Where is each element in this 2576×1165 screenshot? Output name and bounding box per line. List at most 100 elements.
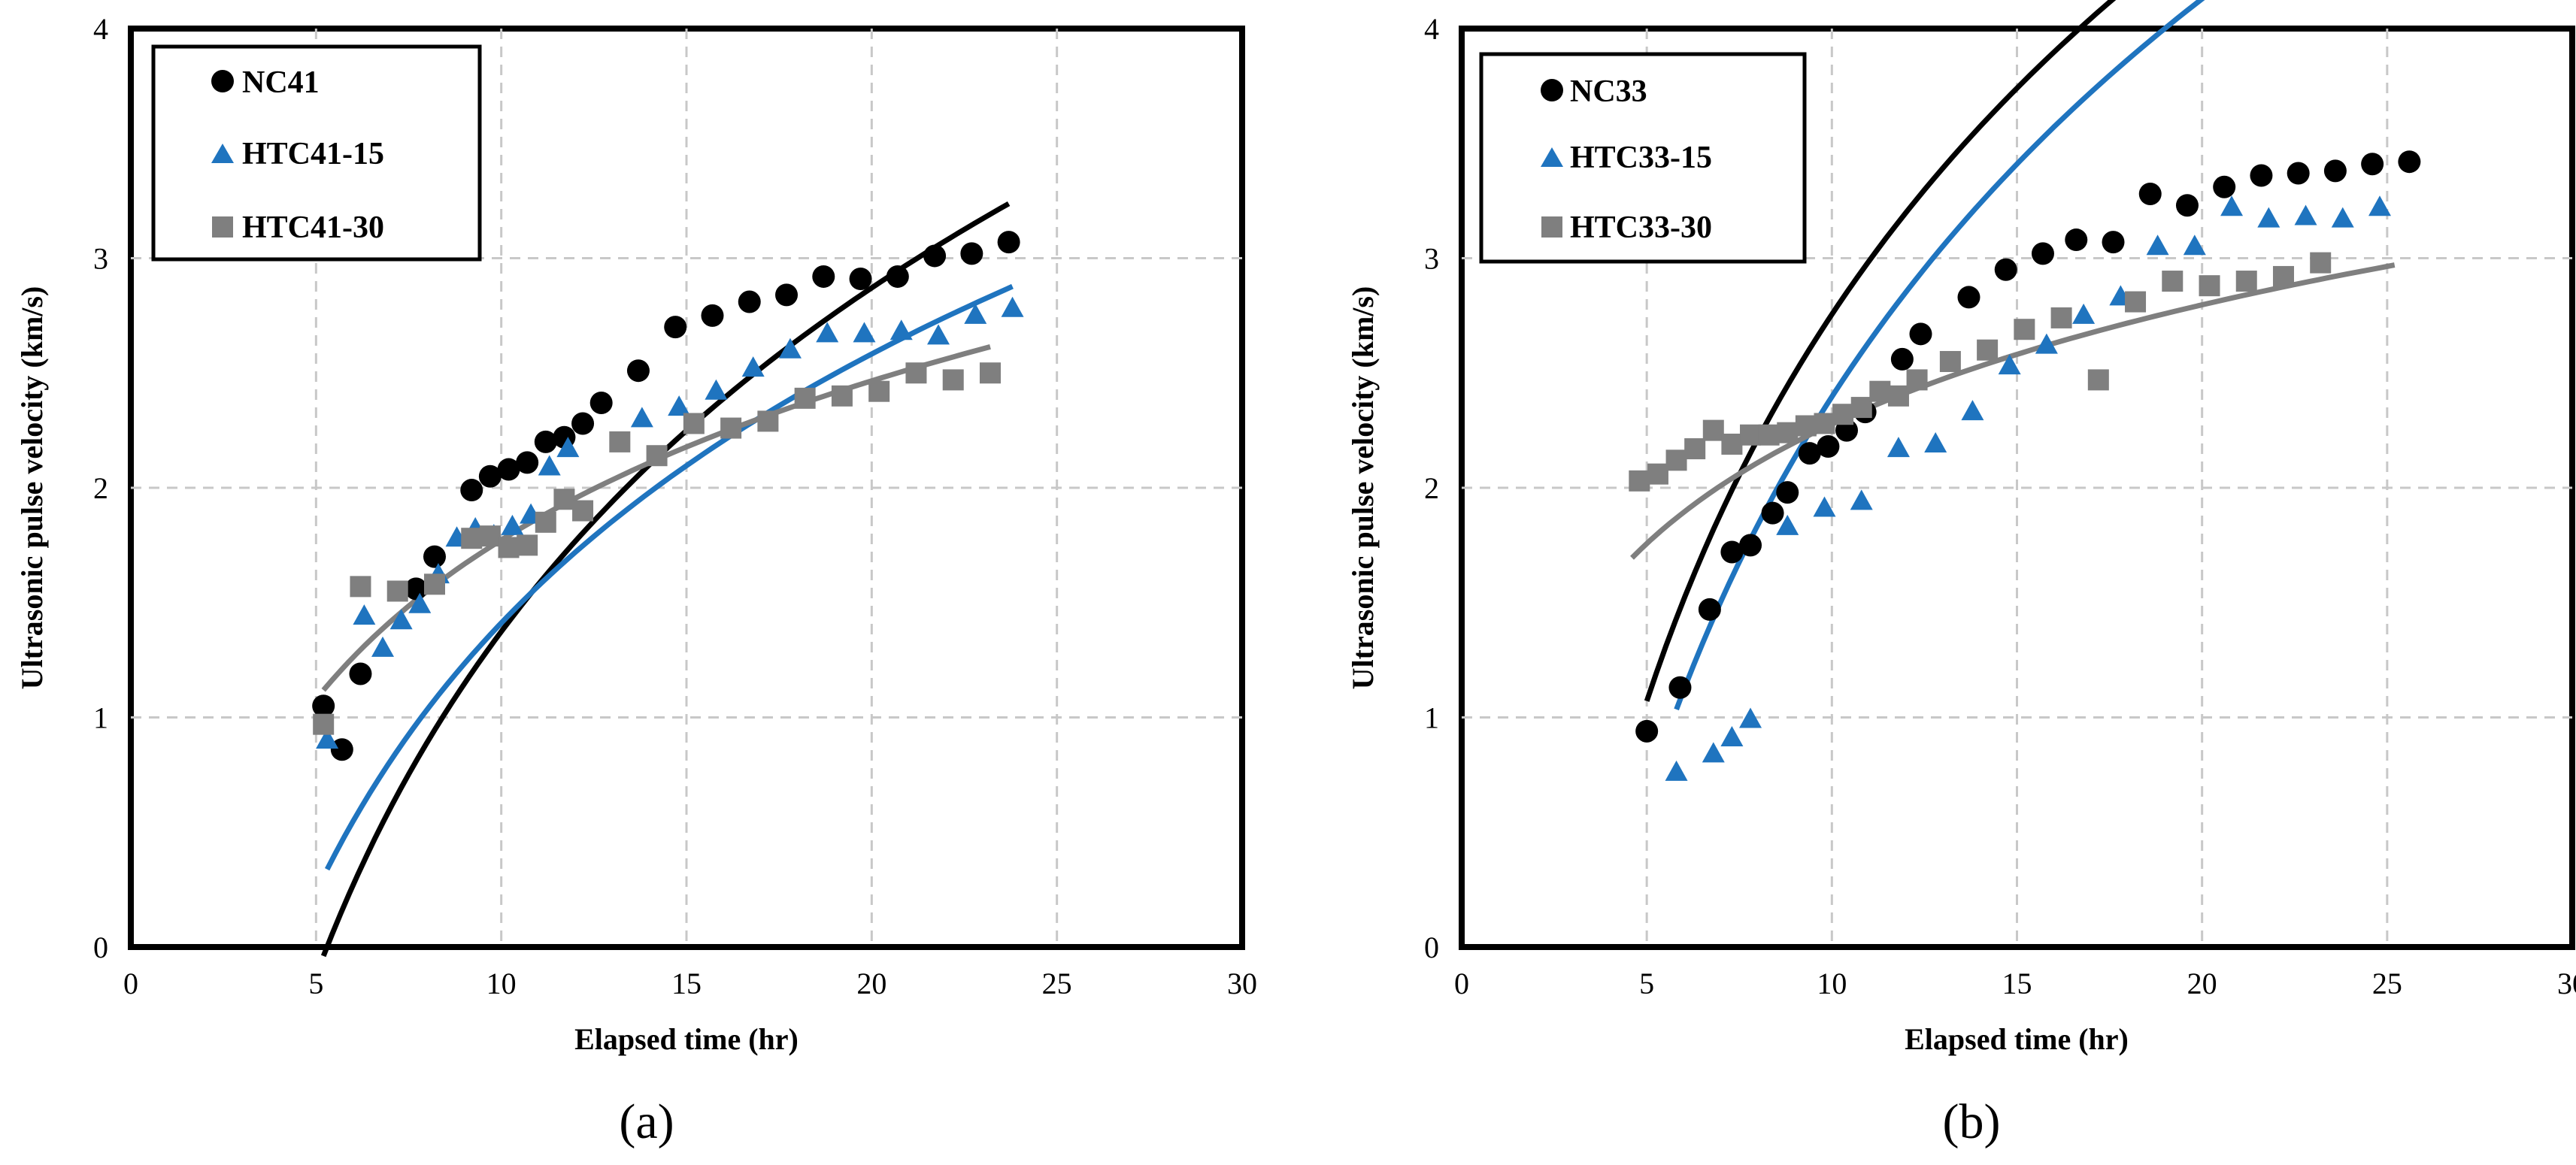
chart-b-point-htc33-30-6 — [1740, 424, 1762, 446]
chart-a-point-nc41-2 — [349, 662, 372, 685]
chart-a-point-nc41-5 — [460, 479, 483, 502]
chart-a-x-tick-4: 20 — [856, 967, 886, 1000]
chart-b-y-tick-2: 2 — [1424, 471, 1439, 505]
chart-a-point-htc41-30-18 — [868, 380, 890, 402]
legend-a-htc41-15-label: HTC41-15 — [242, 137, 384, 171]
chart-b-point-nc33-11 — [1890, 347, 1914, 371]
chart-b-point-nc33-8 — [1817, 435, 1840, 458]
chart-a-point-htc41-30-20 — [942, 369, 964, 391]
chart-b-x-tick-0: 0 — [1454, 967, 1469, 1000]
chart-b-point-htc33-15-17 — [2257, 207, 2281, 228]
chart-a-x-tick-6: 30 — [1227, 967, 1257, 1000]
chart-b-point-nc33-12 — [1909, 322, 1932, 346]
chart-a-point-nc41-14 — [664, 316, 687, 339]
chart-b-point-htc33-15-19 — [2331, 207, 2354, 228]
chart-a-point-htc41-30-4 — [461, 528, 483, 549]
chart-a-point-htc41-30-12 — [646, 445, 668, 467]
chart-b-point-htc33-30-24 — [2235, 271, 2257, 292]
chart-b-point-htc33-30-26 — [2310, 252, 2332, 274]
chart-a-point-htc41-15-22 — [964, 303, 987, 324]
chart-a-point-nc41-8 — [516, 451, 539, 474]
chart-b-point-htc33-30-25 — [2272, 265, 2294, 287]
chart-a-point-nc41-9 — [534, 430, 557, 453]
chart-b-x-tick-2: 10 — [1817, 967, 1847, 1000]
chart-b-point-htc33-30-1 — [1647, 463, 1668, 485]
chart-b-point-nc33-24 — [2361, 153, 2384, 176]
chart-a-point-nc41-11 — [571, 412, 595, 435]
chart-a-point-nc41-20 — [886, 265, 909, 288]
chart-a-y-tick-3: 3 — [93, 242, 108, 276]
chart-a-point-nc41-15 — [701, 304, 724, 327]
chart-b-point-htc33-30-21 — [2125, 291, 2147, 313]
chart-a-point-htc41-15-14 — [668, 395, 691, 416]
legend-b-nc33-label: NC33 — [1570, 74, 1647, 109]
chart-b-point-nc33-6 — [1776, 481, 1799, 504]
chart-b-point-htc33-30-8 — [1777, 422, 1799, 443]
chart-b-point-nc33-17 — [2102, 231, 2125, 254]
chart-b-point-htc33-30-11 — [1832, 404, 1854, 425]
chart-b-point-htc33-15-9 — [1961, 400, 1984, 421]
chart-b-point-htc33-30-10 — [1814, 413, 1835, 434]
chart-a-y-tick-0: 0 — [93, 930, 108, 964]
chart-a-y-tick-labels: 0 1 2 3 4 — [93, 12, 108, 964]
chart-a-y-tick-4: 4 — [93, 12, 108, 46]
chart-a-point-htc41-30-9 — [553, 489, 575, 510]
legend-a-nc41-marker — [211, 70, 234, 92]
chart-b-y-tick-0: 0 — [1424, 930, 1439, 964]
chart-b-point-htc33-15-20 — [2368, 195, 2391, 216]
chart-a-legend: NC41 HTC41-15 HTC41-30 — [151, 44, 482, 262]
chart-a-point-htc41-15-2 — [371, 636, 395, 657]
chart-a-point-htc41-30-14 — [720, 417, 742, 439]
chart-b-point-nc33-22 — [2287, 162, 2310, 185]
chart-a-point-htc41-15-17 — [778, 337, 802, 359]
chart-b-point-htc33-15-16 — [2220, 195, 2244, 216]
chart-a-point-nc41-12 — [589, 391, 613, 414]
chart-a-point-htc41-15-13 — [630, 407, 653, 428]
chart-b-point-htc33-30-9 — [1795, 415, 1817, 437]
legend-a-htc41-15-marker — [211, 144, 234, 163]
chart-b-point-htc33-30-3 — [1684, 438, 1706, 460]
legend-b-htc33-15-marker — [1541, 147, 1563, 167]
chart-b-point-htc33-15-6 — [1850, 489, 1873, 510]
panel-b: 0 1 2 3 4 0 5 10 15 20 25 30 NC33 HTC33-15 HTC33-3… — [1346, 0, 2576, 1149]
chart-b-point-htc33-15-11 — [2035, 333, 2058, 354]
chart-a-x-tick-1: 5 — [308, 967, 323, 1000]
chart-b-point-htc33-15-2 — [1720, 725, 1744, 746]
chart-a-point-htc41-30-1 — [350, 576, 371, 598]
chart-a-x-axis-title: Elapsed time (hr) — [574, 1022, 799, 1056]
chart-b-point-htc33-30-16 — [1939, 350, 1961, 372]
chart-a-point-htc41-15-1 — [353, 604, 376, 625]
chart-b-point-htc33-15-3 — [1739, 707, 1762, 728]
chart-b-point-htc33-30-2 — [1665, 449, 1687, 471]
chart-a-point-nc41-18 — [812, 265, 835, 288]
chart-b-x-tick-labels: 0 5 10 15 20 25 30 — [1454, 967, 2576, 1000]
chart-a-point-htc41-15-21 — [927, 324, 950, 345]
chart-b-point-nc33-2 — [1698, 598, 1721, 621]
chart-b-point-nc33-23 — [2323, 159, 2347, 183]
legend-b-htc33-15-label: HTC33-15 — [1570, 141, 1712, 175]
chart-a-point-htc41-15-11 — [538, 455, 561, 476]
chart-a-data-points — [312, 231, 1024, 761]
chart-b-trendlines — [1630, 0, 2396, 711]
chart-a-point-htc41-15-15 — [705, 379, 728, 400]
chart-b-point-htc33-30-14 — [1887, 385, 1909, 407]
chart-a-point-nc41-17 — [775, 283, 799, 307]
chart-a-point-htc41-30-21 — [979, 362, 1001, 384]
chart-a-point-htc41-30-2 — [386, 580, 408, 602]
chart-b-point-nc33-1 — [1668, 676, 1692, 699]
chart-b-point-nc33-25 — [2398, 150, 2421, 174]
chart-b-y-axis-title: Ultrasonic pulse velocity (km/s) — [1346, 286, 1380, 690]
chart-a-point-nc41-22 — [960, 242, 983, 265]
chart-a-point-nc41-7 — [497, 458, 520, 481]
chart-a-trendline-htc41-15 — [324, 283, 1014, 871]
chart-b-point-htc33-30-4 — [1702, 419, 1724, 441]
chart-a-point-nc41-21 — [923, 244, 947, 268]
chart-a-x-tick-0: 0 — [123, 967, 138, 1000]
chart-b-point-htc33-15-5 — [1813, 496, 1836, 517]
chart-a-x-tick-2: 10 — [486, 967, 517, 1000]
chart-a-point-htc41-30-19 — [905, 362, 927, 384]
chart-b-point-htc33-30-7 — [1758, 424, 1780, 446]
chart-a-point-nc41-16 — [738, 290, 761, 313]
chart-b-trendline-htc33-30 — [1630, 262, 2396, 560]
